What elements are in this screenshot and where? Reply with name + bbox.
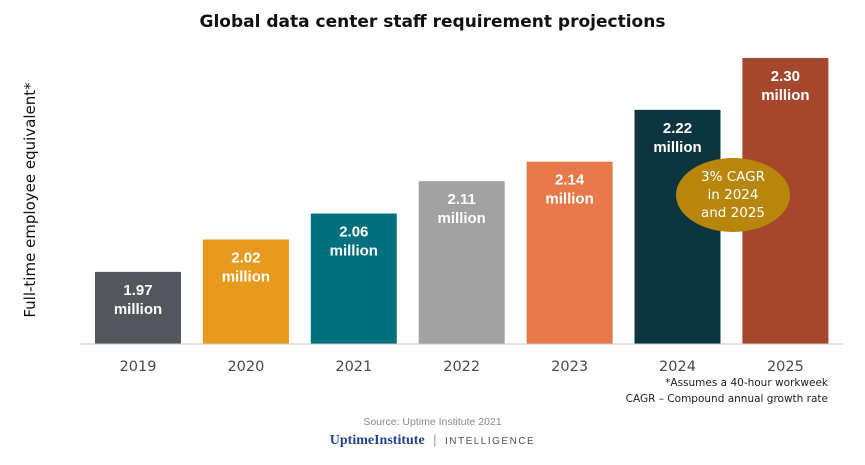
value-label-2024: 2.22 [663, 120, 692, 137]
bar-2019 [95, 271, 181, 344]
cagr-line-3: and 2025 [700, 205, 766, 221]
unit-label-2024: million [653, 139, 701, 156]
brand-subtitle: INTELLIGENCE [444, 436, 536, 447]
brand-logo: UptimeInstitute | INTELLIGENCE [0, 431, 865, 449]
unit-label-2023: million [545, 191, 593, 208]
unit-label-2022: million [438, 210, 486, 227]
x-tick-2020: 2020 [227, 359, 264, 375]
x-tick-2023: 2023 [551, 359, 588, 375]
value-label-2019: 1.97 [123, 282, 152, 299]
x-tick-2019: 2019 [120, 359, 157, 375]
value-label-2021: 2.06 [339, 224, 368, 241]
bar-2021 [310, 213, 397, 344]
value-label-2020: 2.02 [231, 249, 260, 266]
bar-2020 [202, 239, 289, 344]
bar-2022 [418, 181, 505, 344]
x-tick-2022: 2022 [443, 359, 480, 375]
x-tick-2025: 2025 [767, 359, 804, 375]
unit-label-2025: million [761, 87, 809, 104]
x-tick-2024: 2024 [659, 359, 696, 375]
cagr-line-2: in 2024 [707, 187, 759, 203]
brand-name: UptimeInstitute [329, 433, 425, 448]
unit-label-2020: million [222, 268, 270, 285]
cagr-line-1: 3% CAGR [701, 169, 765, 185]
value-label-2023: 2.14 [555, 172, 585, 189]
footnote-cagr: CAGR – Compound annual growth rate [625, 393, 828, 405]
footnote-workweek: *Assumes a 40-hour workweek [665, 377, 828, 389]
unit-label-2021: million [330, 243, 378, 260]
unit-label-2019: million [114, 301, 162, 318]
cagr-callout: 3% CAGR in 2024 and 2025 [676, 158, 790, 232]
chart-title: Global data center staff requirement pro… [199, 12, 666, 32]
source-note: Source: Uptime Institute 2021 [363, 416, 502, 428]
x-tick-2021: 2021 [335, 359, 372, 375]
bar-2023 [526, 161, 613, 344]
value-label-2025: 2.30 [771, 68, 800, 85]
brand-separator: | [433, 432, 437, 447]
value-label-2022: 2.11 [448, 191, 476, 208]
